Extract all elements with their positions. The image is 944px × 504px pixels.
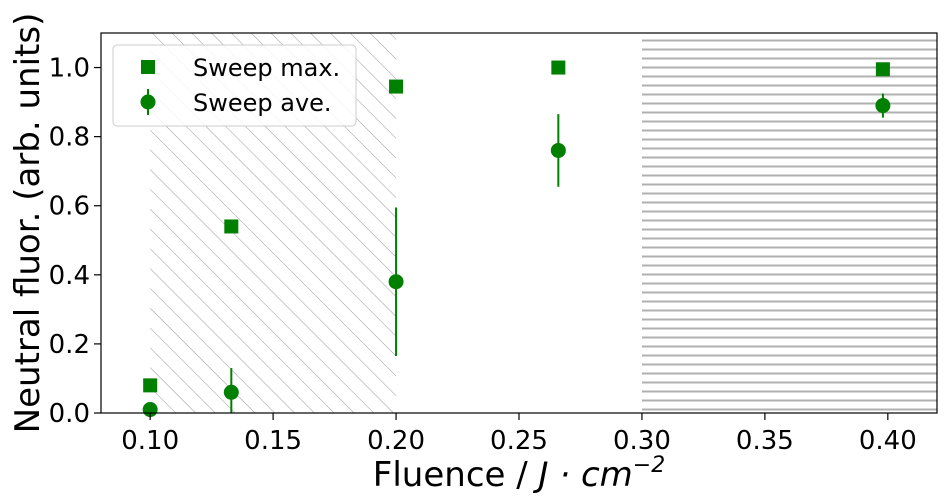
x-axis-ticks: 0.10 0.15 0.20 0.25 0.30 0.35 0.40 <box>121 413 917 456</box>
x-tick-label: 0.15 <box>244 426 302 456</box>
x-tick-label: 0.30 <box>613 426 671 456</box>
y-tick-label: 0.0 <box>49 399 90 429</box>
data-point-sweep-max <box>551 60 566 75</box>
legend: Sweep max. Sweep ave. <box>112 44 357 127</box>
y-tick-label: 0.2 <box>49 330 90 360</box>
x-tick-label: 0.20 <box>367 426 425 456</box>
y-tick-label: 0.4 <box>49 261 90 291</box>
x-tick-label: 0.10 <box>121 426 179 456</box>
y-axis-label: Neutral fluor. (arb. units) <box>8 13 48 434</box>
hatched-region-horizontal <box>641 39 937 413</box>
data-point-sweep-max <box>143 378 158 393</box>
legend-marker-circle <box>140 94 156 110</box>
legend-box <box>112 44 357 127</box>
data-point-sweep-max <box>875 62 890 77</box>
y-tick-label: 1.0 <box>49 54 90 84</box>
x-tick-label: 0.40 <box>859 426 917 456</box>
data-markers <box>142 60 891 418</box>
x-axis-label: Fluence / J · cm−2 <box>373 453 665 495</box>
data-point-sweep-max <box>389 79 404 94</box>
data-point-sweep-ave <box>550 142 566 158</box>
y-tick-label: 0.6 <box>49 192 90 222</box>
y-tick-label: 0.8 <box>49 123 90 153</box>
data-point-sweep-max <box>224 219 239 234</box>
x-tick-label: 0.35 <box>736 426 794 456</box>
data-point-sweep-ave <box>388 274 404 290</box>
legend-label: Sweep ave. <box>193 89 332 117</box>
data-point-sweep-ave <box>223 384 239 400</box>
y-axis-ticks: 0.0 0.2 0.4 0.6 0.8 1.0 <box>49 54 101 429</box>
x-tick-label: 0.25 <box>490 426 548 456</box>
data-point-sweep-ave <box>875 98 891 114</box>
legend-marker-square <box>141 60 155 74</box>
legend-label: Sweep max. <box>193 54 340 82</box>
